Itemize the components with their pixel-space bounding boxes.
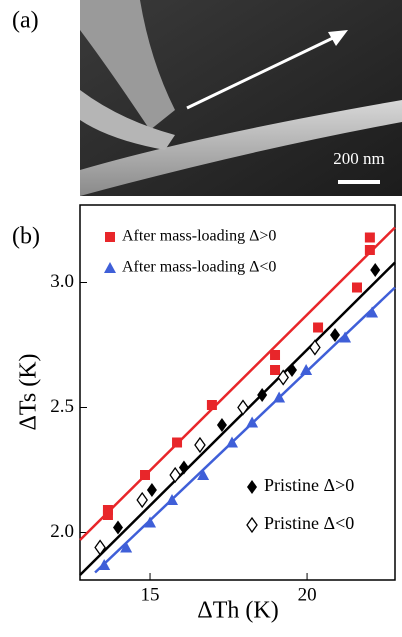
marker — [105, 232, 115, 242]
marker — [140, 470, 151, 480]
marker — [94, 539, 106, 556]
panel-label: (a) — [12, 8, 39, 34]
legend-label: Pristine Δ<0 — [264, 513, 354, 533]
marker — [113, 520, 124, 535]
marker — [330, 328, 341, 342]
fit-line — [79, 226, 396, 541]
marker — [364, 245, 375, 255]
marker — [366, 306, 379, 318]
marker — [194, 436, 206, 454]
marker — [257, 388, 268, 402]
marker — [102, 510, 113, 520]
marker — [98, 559, 111, 570]
marker — [166, 494, 179, 505]
marker — [286, 363, 297, 377]
x-tick-label: 20 — [298, 584, 317, 605]
marker — [270, 365, 281, 375]
marker — [172, 437, 183, 448]
sem-image: 200 nm — [80, 0, 402, 196]
marker — [313, 322, 324, 333]
marker — [300, 364, 313, 375]
marker — [364, 232, 375, 243]
fit-line — [79, 261, 396, 576]
marker — [136, 491, 148, 509]
plot-frame — [79, 204, 396, 581]
marker — [247, 480, 257, 494]
marker — [144, 516, 157, 528]
marker — [146, 483, 157, 497]
legend-label: After mass-loading Δ<0 — [122, 259, 276, 276]
legend-label: Pristine Δ>0 — [264, 475, 354, 495]
marker — [216, 418, 227, 432]
marker — [277, 369, 289, 386]
marker — [197, 469, 210, 480]
scale-bar-label: 200 nm — [333, 149, 384, 168]
marker — [246, 416, 259, 428]
marker — [309, 339, 321, 356]
y-tick-label: 3.0 — [50, 271, 74, 292]
marker — [104, 262, 116, 273]
marker — [120, 541, 133, 553]
legend-label: After mass-loading Δ>0 — [122, 228, 276, 245]
marker — [178, 460, 189, 475]
marker — [270, 350, 281, 360]
marker — [273, 391, 286, 403]
marker — [351, 282, 362, 293]
y-tick-label: 2.0 — [50, 521, 74, 542]
y-tick-label: 2.5 — [50, 396, 74, 417]
marker — [339, 331, 352, 343]
marker — [370, 263, 381, 277]
marker — [226, 436, 239, 448]
marker — [206, 400, 217, 410]
x-axis-label: ΔTh (K) — [197, 598, 278, 624]
marker — [246, 516, 258, 534]
marker — [237, 399, 249, 416]
x-tick-label: 15 — [141, 584, 160, 605]
panel-label: (b) — [12, 224, 40, 250]
marker — [169, 466, 181, 484]
y-axis-label: ΔTs (K) — [16, 353, 42, 430]
